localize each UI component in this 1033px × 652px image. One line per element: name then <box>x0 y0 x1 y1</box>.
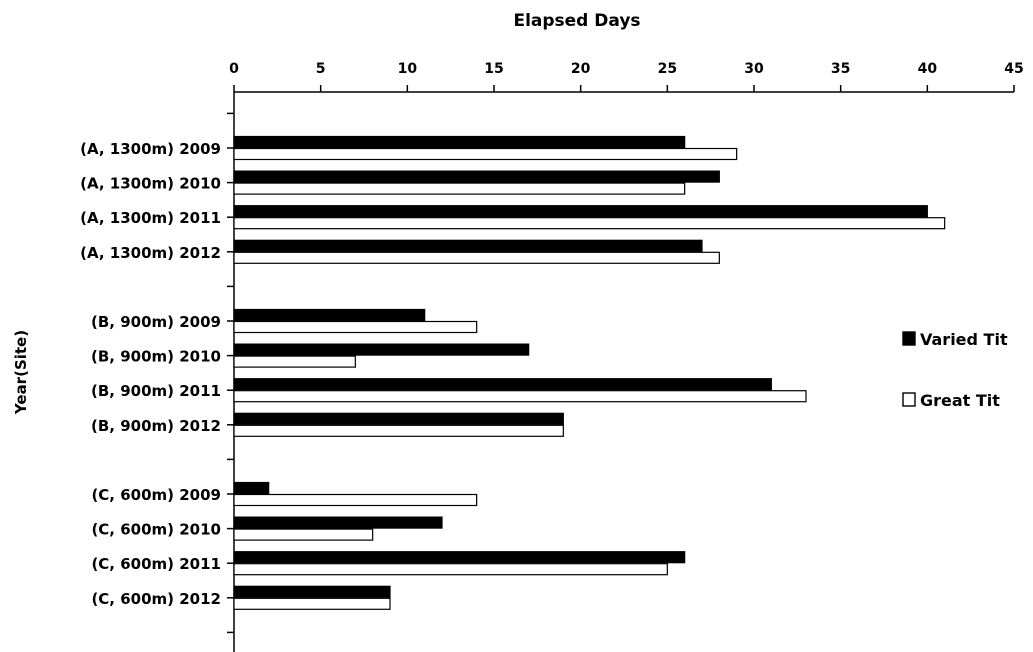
bar-varied-tit <box>233 585 391 598</box>
category-label: (C, 600m) 2012 <box>91 590 221 608</box>
x-axis-title: Elapsed Days <box>513 11 640 31</box>
bar-great-tit <box>233 182 686 195</box>
bar-great-tit <box>233 563 668 576</box>
bar-varied-tit <box>233 551 686 564</box>
bar-varied-tit <box>233 516 443 529</box>
x-tick-label: 40 <box>918 61 938 77</box>
bar-varied-tit <box>233 378 772 391</box>
bar-great-tit <box>233 390 807 403</box>
bar-great-tit <box>233 597 391 610</box>
bar-great-tit <box>233 424 564 437</box>
category-label: (B, 900m) 2011 <box>91 382 221 400</box>
category-label: (A, 1300m) 2012 <box>80 244 221 262</box>
category-label: (B, 900m) 2010 <box>91 348 221 366</box>
y-axis-title: Year(Site) <box>12 330 30 415</box>
category-labels: (A, 1300m) 2009 (A, 1300m) 2010 (A, 1300m)… <box>80 140 221 608</box>
x-tick-label: 25 <box>658 61 677 77</box>
category-label: (C, 600m) 2010 <box>91 521 221 539</box>
x-tick-label: 5 <box>316 61 326 77</box>
bar-great-tit <box>233 320 478 334</box>
category-label: (B, 900m) 2009 <box>91 313 221 331</box>
bar-varied-tit <box>233 170 720 183</box>
x-tick-label: 20 <box>571 61 591 77</box>
legend-label: Great Tit <box>920 391 1000 410</box>
bar-varied-tit <box>233 308 426 322</box>
legend-swatch <box>902 392 916 407</box>
category-label: (A, 1300m) 2009 <box>80 140 221 158</box>
x-tick-label: 35 <box>831 61 850 77</box>
bar-great-tit <box>233 217 946 230</box>
x-tick-label: 10 <box>398 61 418 77</box>
legend-swatch <box>902 331 916 346</box>
bar-varied-tit <box>233 239 703 252</box>
category-label: (B, 900m) 2012 <box>91 417 221 435</box>
legend-label: Varied Tit <box>920 330 1008 349</box>
category-label: (C, 600m) 2011 <box>91 555 221 573</box>
bar-varied-tit <box>233 135 686 149</box>
bar-varied-tit <box>233 412 564 425</box>
bar-great-tit <box>233 147 738 161</box>
y-axis-ticks <box>227 112 234 634</box>
category-label: (C, 600m) 2009 <box>91 486 221 504</box>
x-tick-label: 15 <box>484 61 503 77</box>
x-tick-label: 30 <box>744 61 764 77</box>
bar-great-tit <box>233 355 356 368</box>
category-label: (A, 1300m) 2010 <box>80 175 221 193</box>
bar-varied-tit <box>233 343 530 356</box>
x-tick-label: 0 <box>229 61 239 77</box>
bar-varied-tit <box>233 481 270 495</box>
bar-great-tit <box>233 528 374 541</box>
x-axis-ticks: 0 5 10 15 20 25 30 35 40 45 <box>229 61 1024 92</box>
bars <box>233 135 946 610</box>
bar-great-tit <box>233 251 720 264</box>
bar-varied-tit <box>233 205 928 218</box>
category-label: (A, 1300m) 2011 <box>80 209 221 227</box>
legend: Varied Tit Great Tit <box>902 330 1008 410</box>
x-tick-label: 45 <box>1004 61 1023 77</box>
bar-great-tit <box>233 493 478 507</box>
